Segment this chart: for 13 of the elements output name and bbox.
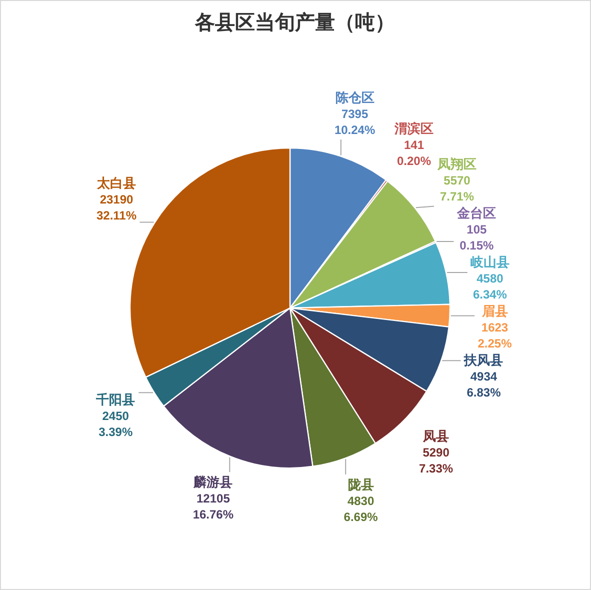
title: 各县区当旬产量（吨） (195, 12, 395, 34)
label: 凤翔区 5570 7.71% (438, 156, 476, 204)
label: 渭滨区 141 0.20% (394, 121, 434, 168)
label: 扶风县 4934 6.83% (464, 352, 504, 400)
label: 金台区 105 0.15% (457, 206, 496, 253)
label: 麟游县 12105 16.76% (192, 474, 234, 522)
label: 陈仓区 7395 10.24% (334, 90, 376, 137)
label: 太白县 23190 32.11% (96, 175, 137, 222)
label: 眉县 1623 2.25% (478, 304, 512, 351)
label: 岐山县 4580 6.34% (470, 254, 510, 302)
label: 陇县 4830 6.69% (344, 476, 378, 524)
label: 千阳县 2450 3.39% (96, 392, 136, 440)
label: 凤县 5290 7.33% (419, 428, 454, 476)
